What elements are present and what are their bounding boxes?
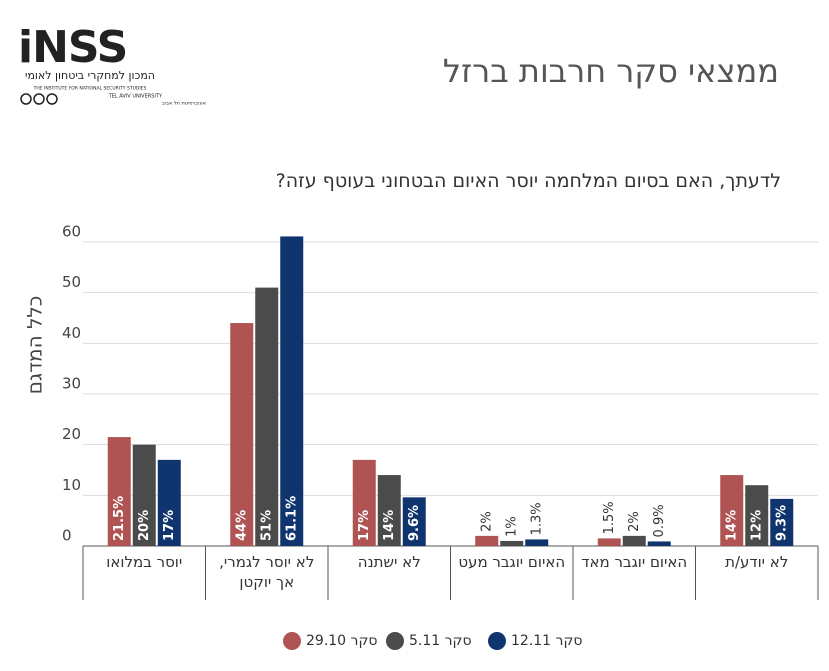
value-label: 17% [357,510,372,541]
logo-name-he: המכון למחקרי ביטחון לאומי [25,69,155,82]
value-label: 1.5% [602,501,617,534]
x-tick-label: לא ישתנה [357,553,421,571]
bar [597,538,621,546]
y-tick-label: 40 [62,324,81,342]
value-label: 12% [749,510,764,541]
legend-swatch [283,632,301,650]
value-label: 9.3% [774,505,789,541]
logo-univ-en: TEL AVIV UNIVERSITY [108,94,163,100]
bar [280,236,304,546]
legend-label: סקר 29.10 [306,633,377,649]
y-tick-label: 60 [62,223,81,241]
value-label: 61.1% [284,496,299,541]
x-tick-label: לא יודע/ת [725,553,789,571]
bar [720,475,744,546]
value-label: 17% [162,510,177,541]
y-tick-label: 50 [62,273,81,291]
logo-name-en: THE INSTITUTE FOR NATIONAL SECURITY STUD… [33,86,147,92]
logo-circle [46,93,58,105]
value-label: 2% [627,511,642,532]
legend-swatch [386,632,404,650]
legend-swatch [488,632,506,650]
bar [500,540,524,546]
y-tick-label: 0 [62,527,72,545]
y-tick-label: 20 [62,425,81,443]
y-tick-label: 10 [62,476,81,494]
bar [377,475,401,546]
bar [107,437,131,546]
chart-title: ממצאי סקר חרבות ברזל [442,52,779,90]
chart-subtitle: לדעתך, האם בסיום המלחמה יוסר האיום הבטחו… [275,170,781,192]
x-tick-label: לא יוסר לגמרי, אך יוקטן [219,553,315,591]
value-label: 51% [259,510,274,541]
value-label: 9.6% [407,505,422,541]
bar [525,539,549,546]
y-axis-label: כלל המדגם [23,296,47,395]
bar [157,459,181,546]
bar [770,498,794,546]
x-tick-label: יוסר במלואו [106,553,183,571]
x-tick-label: האיום יוגבר מעט [458,553,566,571]
logo-circle [20,93,32,105]
value-label: 14% [382,510,397,541]
legend-label: סקר 5.11 [409,633,472,649]
bar [647,541,671,546]
value-label: 20% [137,510,152,541]
value-label: 44% [234,510,249,541]
value-label: 1.3% [529,502,544,535]
value-label: 1% [504,516,519,537]
value-label: 0.9% [652,504,667,537]
bar [230,323,254,546]
legend-label: סקר 12.11 [511,633,582,649]
logo-mark: iNSS [18,22,127,73]
logo-univ-he: אוניברסיטת תל אביב [162,101,206,107]
bar [132,444,156,546]
bar [475,535,499,546]
value-label: 14% [724,510,739,541]
logo-circle [33,93,45,105]
bar [255,287,279,546]
bar [745,485,769,546]
y-tick-label: 30 [62,375,81,393]
bar [622,535,646,546]
x-tick-label: האיום יוגבר מאד [581,553,688,571]
bar [352,459,376,546]
value-label: 21.5% [112,496,127,541]
value-label: 2% [479,511,494,532]
bar [402,497,426,546]
